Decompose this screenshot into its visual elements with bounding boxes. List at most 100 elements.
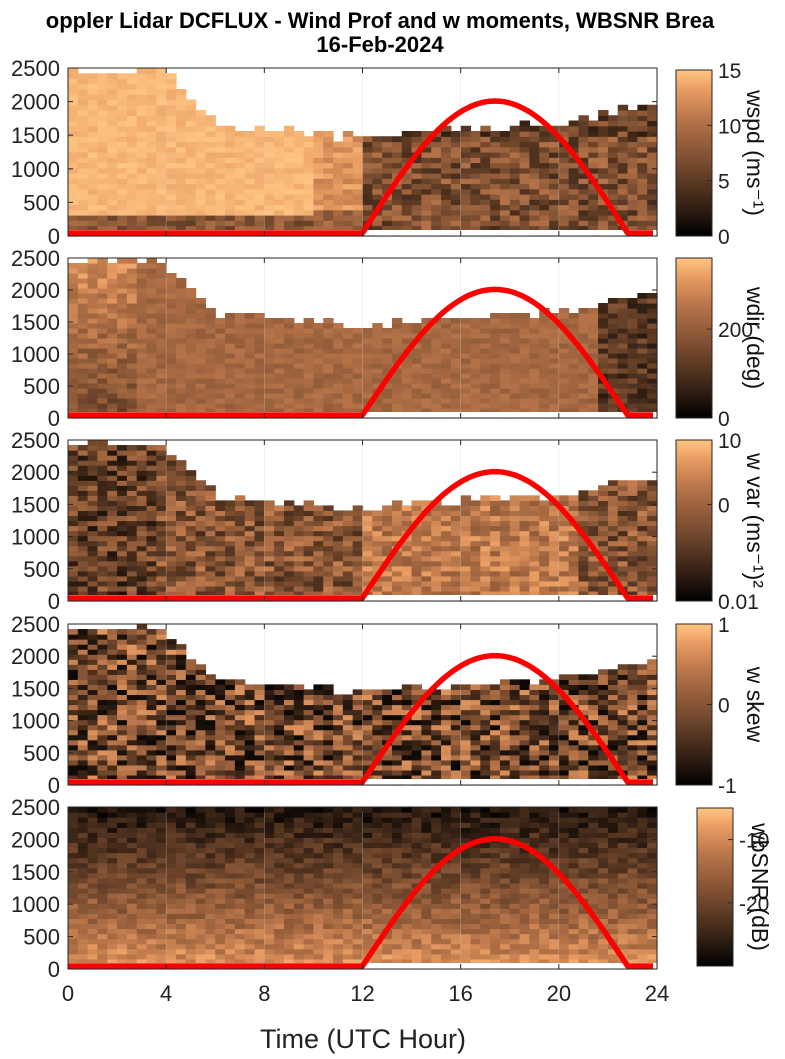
heatmap-cell — [637, 333, 648, 339]
heatmap-cell — [470, 585, 481, 592]
heatmap-cell — [77, 358, 89, 364]
heatmap-cell — [490, 353, 501, 359]
heatmap-cell — [568, 403, 580, 409]
heatmap-cell — [175, 575, 187, 582]
heatmap-cell — [274, 769, 285, 776]
heatmap-cell — [421, 131, 432, 137]
heatmap-cell — [254, 729, 265, 736]
heatmap-cell — [126, 510, 138, 517]
heatmap-cell — [107, 94, 118, 101]
heatmap-cell — [107, 694, 118, 701]
heatmap-cell — [166, 719, 177, 726]
heatmap-cell — [234, 131, 246, 137]
heatmap-cell — [195, 719, 207, 726]
heatmap-cell — [117, 363, 128, 369]
heatmap-cell — [499, 565, 511, 572]
heatmap-cell — [117, 724, 128, 731]
heatmap-cell — [293, 183, 305, 190]
heatmap-cell — [509, 545, 521, 552]
heatmap-cell — [107, 659, 118, 665]
heatmap-cell — [470, 505, 481, 512]
heatmap-cell — [77, 383, 89, 389]
heatmap-cell — [558, 408, 570, 414]
heatmap-cell — [352, 373, 364, 379]
heatmap-cell — [107, 288, 118, 294]
heatmap-cell — [274, 719, 285, 726]
heatmap-cell — [293, 699, 305, 706]
heatmap-cell — [441, 215, 452, 221]
heatmap-cell — [185, 694, 197, 701]
heatmap-cell — [333, 220, 344, 227]
heatmap-cell — [68, 343, 79, 349]
heatmap-cell — [529, 388, 540, 394]
heatmap-cell — [195, 769, 207, 776]
heatmap-cell — [323, 689, 334, 696]
heatmap-cell — [441, 393, 452, 399]
heatmap-cell — [107, 749, 118, 756]
heatmap-cell — [234, 774, 246, 781]
heatmap-cell — [283, 141, 295, 148]
heatmap-cell — [274, 188, 285, 195]
heatmap-cell — [323, 580, 334, 587]
heatmap-cell — [627, 215, 638, 221]
heatmap-cell — [411, 348, 422, 354]
heatmap-cell — [225, 684, 236, 691]
heatmap-cell — [87, 450, 99, 456]
heatmap-cell — [588, 318, 599, 324]
heatmap-cell — [323, 560, 334, 567]
heatmap-cell — [205, 220, 216, 227]
heatmap-cell — [283, 699, 295, 706]
heatmap-cell — [205, 313, 216, 319]
heatmap-cell — [598, 131, 609, 137]
heatmap-cell — [244, 570, 256, 577]
heatmap-cell — [352, 560, 364, 567]
heatmap-cell — [499, 373, 511, 379]
heatmap-cell — [126, 580, 138, 587]
heatmap-cell — [166, 674, 177, 680]
heatmap-cell — [588, 204, 599, 211]
heatmap-cell — [617, 343, 629, 349]
heatmap-cell — [185, 136, 197, 143]
heatmap-cell — [627, 338, 638, 344]
heatmap-cell — [362, 338, 373, 344]
heatmap-cell — [156, 450, 167, 456]
heatmap-cell — [77, 500, 89, 507]
heatmap-cell — [156, 694, 167, 701]
heatmap-cell — [156, 167, 167, 174]
heatmap-cell — [77, 293, 89, 299]
heatmap-cell — [205, 225, 216, 232]
heatmap-cell — [175, 565, 187, 572]
heatmap-cell — [303, 162, 315, 169]
heatmap-cell — [234, 173, 246, 179]
heatmap-cell — [480, 373, 491, 379]
heatmap-cell — [342, 510, 354, 517]
heatmap-cell — [382, 173, 393, 179]
heatmap-cell — [244, 749, 256, 756]
heatmap-cell — [254, 709, 265, 716]
heatmap-cell — [431, 515, 442, 522]
heatmap-cell — [264, 769, 275, 776]
heatmap-cell — [323, 378, 334, 384]
heatmap-cell — [598, 550, 609, 557]
heatmap-cell — [146, 709, 157, 716]
heatmap-cell — [146, 540, 157, 547]
heatmap-cell — [333, 555, 344, 562]
heatmap-cell — [607, 183, 619, 190]
heatmap-cell — [126, 288, 138, 294]
heatmap-cell — [97, 550, 108, 557]
heatmap-cell — [244, 699, 256, 706]
heatmap-cell — [185, 152, 197, 158]
heatmap-cell — [470, 388, 481, 394]
heatmap-cell — [225, 343, 236, 349]
heatmap-cell — [264, 393, 275, 399]
heatmap-cell — [107, 368, 118, 374]
heatmap-cell — [225, 555, 236, 562]
heatmap-cell — [215, 500, 226, 507]
heatmap-cell — [274, 550, 285, 557]
heatmap-cell — [107, 460, 118, 466]
heatmap-cell — [264, 167, 275, 174]
heatmap-cell — [588, 565, 599, 572]
heatmap-cell — [87, 510, 99, 517]
heatmap-cell — [342, 141, 354, 148]
heatmap-cell — [352, 383, 364, 389]
